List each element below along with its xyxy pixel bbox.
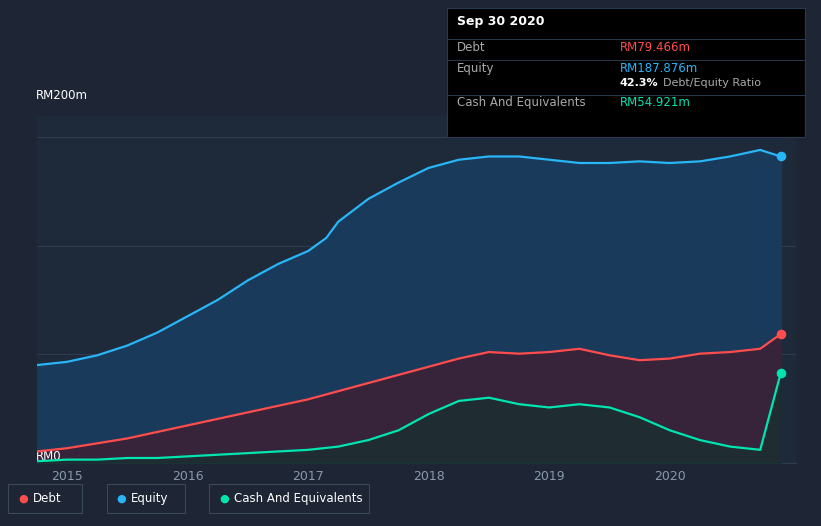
Text: ●: ● [18,493,28,503]
Text: Debt: Debt [457,41,486,54]
Text: Cash And Equivalents: Cash And Equivalents [457,96,586,109]
Text: Debt/Equity Ratio: Debt/Equity Ratio [663,78,760,88]
Text: Cash And Equivalents: Cash And Equivalents [234,492,363,505]
Text: 42.3%: 42.3% [620,78,658,88]
Text: Sep 30 2020: Sep 30 2020 [457,15,545,28]
Text: Equity: Equity [131,492,169,505]
Text: Equity: Equity [457,62,495,75]
Point [774,152,787,160]
Point [774,369,787,378]
Text: RM79.466m: RM79.466m [620,41,690,54]
Text: ●: ● [219,493,229,503]
Text: RM0: RM0 [36,450,62,463]
Text: ●: ● [117,493,126,503]
Text: RM54.921m: RM54.921m [620,96,690,109]
Text: RM187.876m: RM187.876m [620,62,698,75]
Text: Debt: Debt [33,492,62,505]
Text: RM200m: RM200m [36,89,88,102]
Point [774,330,787,338]
